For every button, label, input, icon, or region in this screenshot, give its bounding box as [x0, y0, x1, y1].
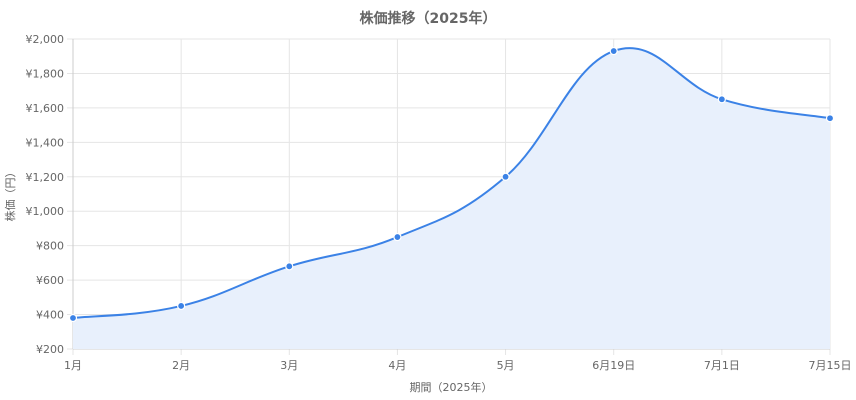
data-point[interactable]: [717, 95, 726, 104]
data-point[interactable]: [285, 262, 294, 271]
x-tick-label: 2月: [172, 359, 190, 372]
area-fill: [73, 48, 830, 350]
y-tick-label: ¥400: [36, 309, 64, 322]
x-tick-label: 6月19日: [592, 359, 635, 372]
data-points-layer: [68, 46, 835, 323]
data-point[interactable]: [68, 313, 78, 323]
x-tick-label: 5月: [497, 359, 515, 372]
x-tick-label: 3月: [280, 359, 298, 372]
series-line-layer: [72, 47, 831, 319]
x-axis-ticks: 1月 2月 3月 4月 5月 6月19日 7月1日 7月15日: [64, 359, 852, 372]
data-point[interactable]: [825, 114, 835, 123]
x-tick-label: 7月1日: [704, 359, 740, 372]
area-fill-layer: [73, 48, 830, 350]
x-tick-label: 4月: [388, 359, 406, 372]
data-point[interactable]: [177, 301, 186, 311]
y-tick-label: ¥1,600: [26, 102, 65, 115]
data-point[interactable]: [393, 232, 402, 242]
y-axis-title: 株価（円）: [3, 167, 17, 222]
series-line: [72, 47, 831, 319]
chart-title: 株価推移（2025年）: [360, 10, 497, 27]
y-axis-ticks: ¥200 ¥400 ¥600 ¥800 ¥1,000 ¥1,200 ¥1,400 ¥1,600…: [26, 33, 65, 356]
y-tick-label: ¥1,400: [26, 136, 65, 149]
data-point[interactable]: [501, 172, 510, 181]
y-tick-label: ¥600: [36, 274, 64, 287]
y-tick-label: ¥1,800: [26, 67, 65, 80]
x-axis-title: 期間（2025年）: [410, 380, 493, 394]
y-tick-label: ¥800: [36, 240, 64, 253]
y-tick-label: ¥1,000: [26, 205, 65, 218]
y-tick-label: ¥200: [36, 343, 64, 356]
x-tick-label: 7月15日: [809, 359, 852, 372]
y-tick-label: ¥2,000: [26, 33, 65, 46]
x-tick-label: 1月: [64, 359, 82, 372]
y-tick-label: ¥1,200: [26, 171, 65, 184]
data-point[interactable]: [609, 46, 618, 56]
